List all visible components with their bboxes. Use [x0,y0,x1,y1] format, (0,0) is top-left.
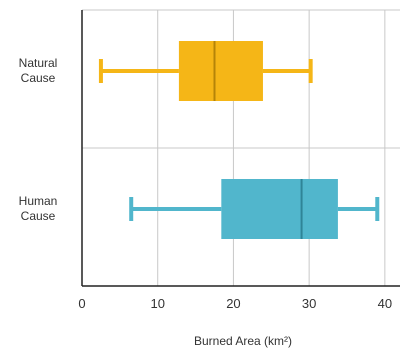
x-tick-label: 10 [150,296,164,311]
category-label: Human Cause [19,194,58,223]
category-label: Natural Cause [19,56,58,85]
axes [81,10,400,287]
x-tick-label: 0 [78,296,85,311]
x-axis-label: Burned Area (km²) [194,334,292,348]
x-tick-labels: 0 10 20 30 40 [78,296,392,311]
x-tick-label: 30 [302,296,316,311]
box-plots [98,41,380,239]
category-label-line: Cause [21,71,56,85]
interquartile-box [178,41,263,101]
x-tick-label: 20 [226,296,240,311]
interquartile-box [221,179,338,239]
category-label-line: Cause [21,209,56,223]
x-tick-label: 40 [378,296,392,311]
category-label-line: Natural [19,56,58,70]
category-label-line: Human [19,194,58,208]
box-plot-0 [98,41,313,101]
box-plot-1 [129,179,380,239]
